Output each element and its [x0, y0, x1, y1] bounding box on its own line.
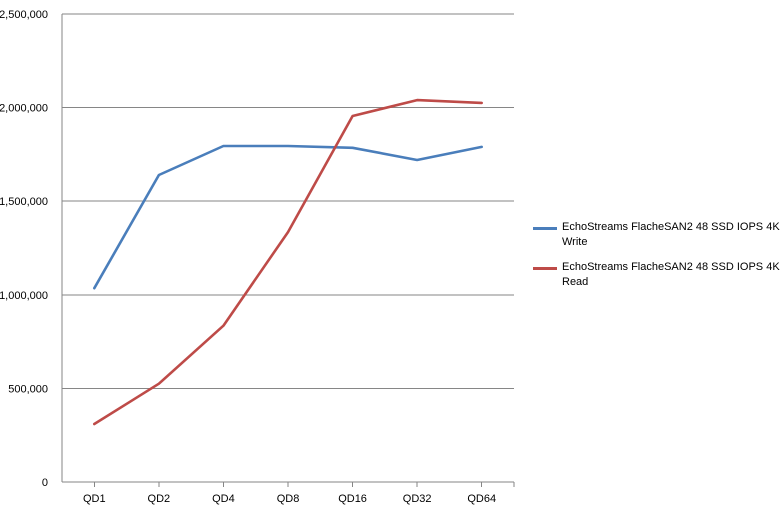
y-tick-label: 1,500,000	[0, 196, 48, 208]
legend-label-read: EchoStreams FlacheSAN2 48 SSD IOPS 4K Re…	[562, 261, 780, 288]
y-axis-tick-labels: 0 500,000 1,000,000 1,500,000 2,000,000 2,500…	[0, 9, 48, 489]
y-tick-label: 500,000	[8, 383, 48, 395]
legend-label-write: EchoStreams FlacheSAN2 48 SSD IOPS 4K Wr…	[562, 221, 780, 248]
series-lines	[93, 98, 484, 426]
legend-swatch-read	[533, 267, 557, 270]
x-tick-label: QD16	[338, 493, 367, 505]
x-tick-label: QD64	[467, 493, 496, 505]
y-tick-label: 2,000,000	[0, 103, 48, 115]
series-line-read	[93, 98, 484, 426]
legend: EchoStreams FlacheSAN2 48 SSD IOPS 4K Wr…	[533, 220, 780, 300]
legend-entry-write: EchoStreams FlacheSAN2 48 SSD IOPS 4K Wr…	[533, 220, 780, 250]
x-tick-label: QD8	[277, 493, 300, 505]
y-tick-label: 0	[42, 477, 48, 489]
x-axis-tick-labels: QD1 QD2 QD4 QD8 QD16 QD32 QD64	[83, 493, 496, 505]
legend-entry-read: EchoStreams FlacheSAN2 48 SSD IOPS 4K Re…	[533, 260, 780, 290]
gridlines	[62, 13, 514, 389]
series-line-write	[93, 144, 484, 290]
x-tick-label: QD1	[83, 493, 106, 505]
x-tick-label: QD32	[403, 493, 432, 505]
axes	[61, 14, 515, 487]
legend-swatch-write	[533, 227, 557, 230]
y-tick-label: 1,000,000	[0, 290, 48, 302]
y-tick-label: 2,500,000	[0, 9, 48, 21]
x-tick-label: QD4	[212, 493, 235, 505]
x-tick-label: QD2	[148, 493, 171, 505]
